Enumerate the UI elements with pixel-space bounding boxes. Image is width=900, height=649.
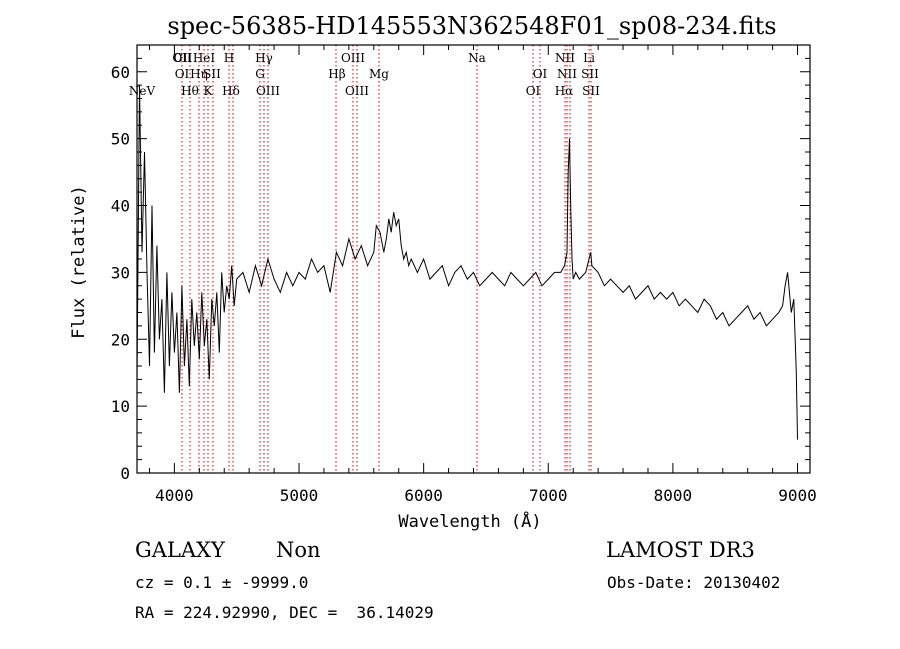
line-marker-label: CII [174,51,193,65]
line-marker-label: OI [533,67,548,81]
line-marker-label: K [204,84,214,98]
y-tick-label: 50 [111,130,130,149]
line-marker-label: OI [526,84,541,98]
y-tick-label: 60 [111,63,130,82]
y-tick-label: 30 [111,263,130,282]
coordinates: RA = 224.92990, DEC = 36.14029 [135,603,434,622]
y-axis: 0 10 20 30 40 50 60 [111,44,810,483]
line-marker-label: Li [583,51,595,65]
line-marker-label: SII [203,67,221,81]
line-marker-labels: NeVOIICIIOIHθHηHeIKHSIIHδHγGOIIIOIIIHβOI… [129,51,600,98]
x-axis: 4000 5000 6000 7000 8000 9000 [148,45,817,505]
line-marker-label: SII [581,67,599,81]
line-marker-label: Hη [190,67,208,81]
x-tick-label: 9000 [778,486,817,505]
x-tick-label: 8000 [654,486,693,505]
line-marker-label: Hδ [222,84,240,98]
plot-frame [136,44,811,474]
line-marker-label: HeI [193,51,216,65]
survey-name: LAMOST DR3 [606,538,755,562]
line-marker-label: OII [172,51,192,65]
line-marker-label: OIII [341,51,365,65]
line-marker-label: OIII [345,84,369,98]
line-marker-label: Hβ [328,67,345,81]
x-tick-label: 7000 [529,486,568,505]
object-subclass: Non [276,538,321,562]
redshift-line: cz = 0.1 ± -9999.0 [135,573,309,592]
x-tick-label: 4000 [155,486,194,505]
line-marker-label: NeV [129,84,156,98]
line-markers [181,45,592,473]
line-marker-label: G [255,67,265,81]
line-marker-label: SII [582,84,600,98]
object-class: GALAXY [135,538,225,562]
y-tick-label: 40 [111,197,130,216]
y-tick-label: 0 [120,464,130,483]
line-marker-label: Hα [555,84,574,98]
observation-date: Obs-Date: 20130402 [607,573,781,592]
x-tick-label: 6000 [404,486,443,505]
spectrum-line [136,85,798,440]
line-marker-label: Hγ [255,51,273,65]
line-marker-label: OIII [256,84,280,98]
x-axis-label: Wavelength (Å) [398,510,541,532]
chart-title: spec-56385-HD145553N362548F01_sp08-234.f… [167,12,776,40]
y-tick-label: 10 [111,397,130,416]
line-marker-label: OI [175,67,190,81]
y-tick-label: 20 [111,330,130,349]
line-marker-label: Mg [369,67,389,81]
line-marker-label: NII [557,67,577,81]
line-marker-label: Na [468,51,486,65]
line-marker-label: NII [555,51,575,65]
y-axis-label: Flux (relative) [69,185,89,339]
line-marker-label: Hθ [181,84,199,98]
x-tick-label: 5000 [280,486,319,505]
line-marker-label: H [224,51,234,65]
